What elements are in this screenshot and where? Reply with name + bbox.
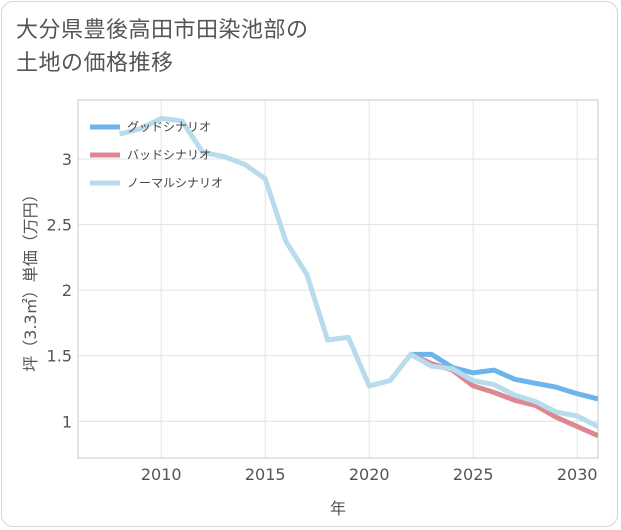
y-tick-label: 2.5 (47, 216, 72, 235)
series-line-1 (410, 351, 598, 402)
legend-label: バッドシナリオ (127, 148, 211, 162)
y-tick-label: 2 (62, 281, 72, 300)
x-tick-label: 2025 (453, 465, 494, 484)
tick-labels: 2010 2015 2020 2025 2030 1 1.5 2 2.5 3 (47, 150, 598, 484)
chart-title-line1: 大分県豊後高田市田染池部の (16, 18, 309, 43)
series-line-3 (118, 115, 598, 429)
legend-label: グッドシナリオ (127, 120, 211, 134)
x-tick-label: 2020 (349, 465, 390, 484)
series-layer (118, 115, 598, 438)
x-tick-label: 2015 (245, 465, 286, 484)
x-tick-label: 2010 (141, 465, 182, 484)
chart-title: 大分県豊後高田市田染池部の 土地の価格推移 (16, 14, 436, 80)
plot-area-border (77, 99, 599, 459)
y-axis-label: 坪（3.3㎡）単価（万円） (21, 186, 40, 371)
y-tick-label: 1 (62, 412, 72, 431)
x-axis-label: 年 (330, 499, 346, 518)
grid-lines (78, 100, 598, 458)
x-tick-label: 2030 (557, 465, 598, 484)
y-tick-label: 3 (62, 150, 72, 169)
y-tick-label: 1.5 (47, 347, 72, 366)
chart-title-line2: 土地の価格推移 (16, 51, 174, 76)
legend-label: ノーマルシナリオ (127, 176, 223, 190)
